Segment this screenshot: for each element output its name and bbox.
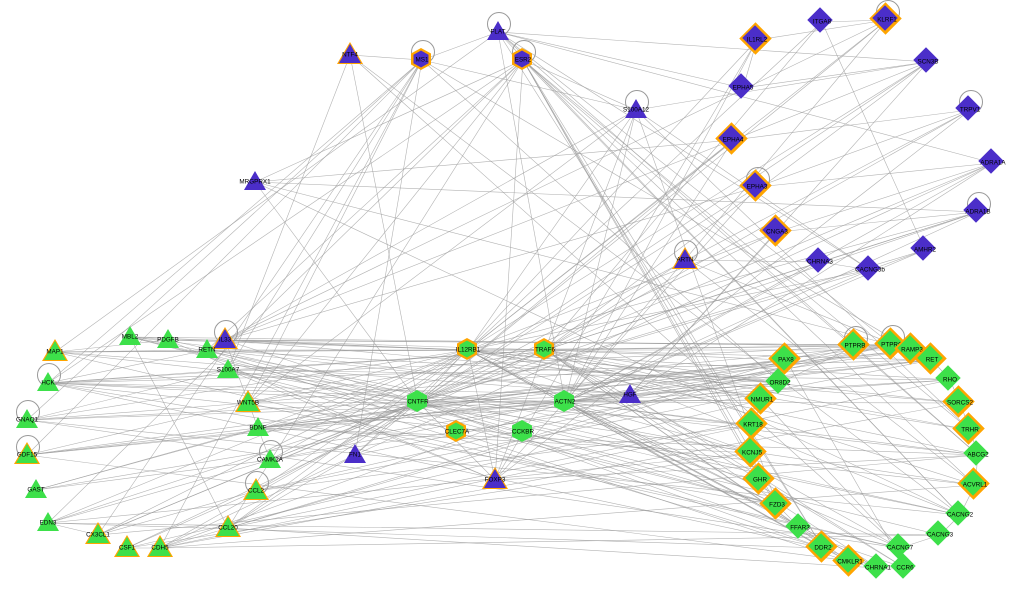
gene-node-camk2a[interactable]: CAMK2A xyxy=(259,449,281,471)
gene-node-ccr6[interactable]: CCR6 xyxy=(894,557,916,579)
gene-node-mrgprx1[interactable]: MRGPRX1 xyxy=(244,171,266,193)
gene-node-trpv1[interactable]: TRPV1 xyxy=(959,99,981,121)
gene-node-mbl2[interactable]: MBL2 xyxy=(119,326,141,348)
gene-node-chrna1[interactable]: CHRNA1 xyxy=(867,557,889,579)
gene-node-foxp3[interactable]: FOXP3 xyxy=(484,469,506,491)
gene-node-cx3cl1[interactable]: CX3CL1 xyxy=(87,524,109,546)
gene-node-wnt5b[interactable]: WNT5B xyxy=(237,392,259,414)
gene-node-ghr[interactable]: GHR xyxy=(749,469,771,491)
gene-node-actn2[interactable]: ACTN2 xyxy=(554,391,576,413)
gene-node-cmklr1[interactable]: CMKLR1 xyxy=(839,551,861,573)
gene-node-adra1b[interactable]: ADRA1B xyxy=(967,201,989,223)
gene-node-sorcs2[interactable]: SORCS2 xyxy=(949,392,971,414)
gene-node-il12rb1[interactable]: IL12RB1 xyxy=(457,339,479,361)
gene-node-amhr2[interactable]: AMHR2 xyxy=(914,239,936,261)
gene-node-nmur1[interactable]: NMUR1 xyxy=(751,389,773,411)
gene-node-epha4[interactable]: EPHA4 xyxy=(722,129,744,151)
gene-node-gast[interactable]: GAST xyxy=(25,479,47,501)
gene-node-kcnj5[interactable]: KCNJ5 xyxy=(741,442,763,464)
gene-node-artn[interactable]: ARTN xyxy=(674,249,696,271)
gene-node-pdgfb[interactable]: PDGFB xyxy=(157,329,179,351)
gene-node-s100a7[interactable]: S100A7 xyxy=(217,359,239,381)
gene-node-cacng2[interactable]: CACNG2 xyxy=(949,504,971,526)
gene-node-ddr2[interactable]: DDR2 xyxy=(812,537,834,559)
gene-node-map1[interactable]: MAP1 xyxy=(44,341,66,363)
gene-node-clec7a[interactable]: CLEC7A xyxy=(446,421,468,443)
gene-node-acvrl1[interactable]: ACVRL1 xyxy=(964,474,986,496)
gene-node-fzd3[interactable]: FZD3 xyxy=(766,494,788,516)
network-graph-canvas: FLAT S100A12 NTF4 MRGPRX1 IL33 FN1 FOXP3 xyxy=(0,0,1027,600)
gene-node-gnaq1[interactable]: GNAQ1 xyxy=(16,409,38,431)
gene-node-cnga3[interactable]: CNGA3 xyxy=(766,221,788,243)
gene-node-cacng3b[interactable]: CACNG3b xyxy=(859,259,881,281)
gene-node-csf1[interactable]: CSF1 xyxy=(116,537,138,559)
gene-node-il1rl2[interactable]: IL1RL2 xyxy=(746,29,768,51)
gene-node-ms1[interactable]: MS1 xyxy=(411,49,433,71)
gene-node-cntfr[interactable]: CNTFR xyxy=(407,391,429,413)
gene-node-gdf15[interactable]: GDF15 xyxy=(16,444,38,466)
gene-node-cckbr[interactable]: CCKBR xyxy=(512,421,534,443)
gene-node-ntf4[interactable]: NTF4 xyxy=(339,44,361,66)
gene-node-edn3[interactable]: EDN3 xyxy=(37,512,59,534)
gene-node-s100a12[interactable]: S100A12 xyxy=(625,99,647,121)
gene-node-trhr[interactable]: TRHR xyxy=(959,419,981,441)
gene-node-ret[interactable]: RET xyxy=(921,349,943,371)
gene-node-abcg2[interactable]: ABCG2 xyxy=(967,444,989,466)
gene-node-hgf[interactable]: HGF xyxy=(619,384,641,406)
gene-node-adra1a[interactable]: ADRA1A xyxy=(982,152,1004,174)
gene-node-krt18[interactable]: KRT18 xyxy=(742,414,764,436)
gene-node-ccl20[interactable]: CCL20 xyxy=(217,517,239,539)
gene-node-scn3b[interactable]: SCN3B xyxy=(917,51,939,73)
gene-node-itga8[interactable]: ITGA8 xyxy=(811,11,833,33)
gene-node-chrna3[interactable]: CHRNA3 xyxy=(809,251,831,273)
gene-node-ptprb[interactable]: PTPRB xyxy=(844,335,866,357)
gene-node-epha3[interactable]: EPHA3 xyxy=(746,176,768,198)
gene-node-cdh5[interactable]: CDH5 xyxy=(149,537,171,559)
gene-node-ffar3[interactable]: FFAR3 xyxy=(789,517,811,539)
gene-node-hck[interactable]: HCK xyxy=(37,372,59,394)
gene-node-bdnf[interactable]: BDNF xyxy=(247,417,269,439)
gene-node-fn1[interactable]: FN1 xyxy=(344,444,366,466)
gene-node-retn[interactable]: RETN xyxy=(196,339,218,361)
gene-node-flat[interactable]: FLAT xyxy=(487,21,509,43)
gene-node-esr2[interactable]: ESR2 xyxy=(512,49,534,71)
gene-node-cacng3[interactable]: CACNG3 xyxy=(929,524,951,546)
gene-node-ccl2[interactable]: CCL2 xyxy=(245,480,267,502)
gene-node-epha5[interactable]: EPHA5 xyxy=(732,77,754,99)
gene-node-klrf1[interactable]: KLRF1 xyxy=(876,9,898,31)
gene-node-traf6[interactable]: TRAF6 xyxy=(534,339,556,361)
edge-layer xyxy=(0,0,1027,600)
